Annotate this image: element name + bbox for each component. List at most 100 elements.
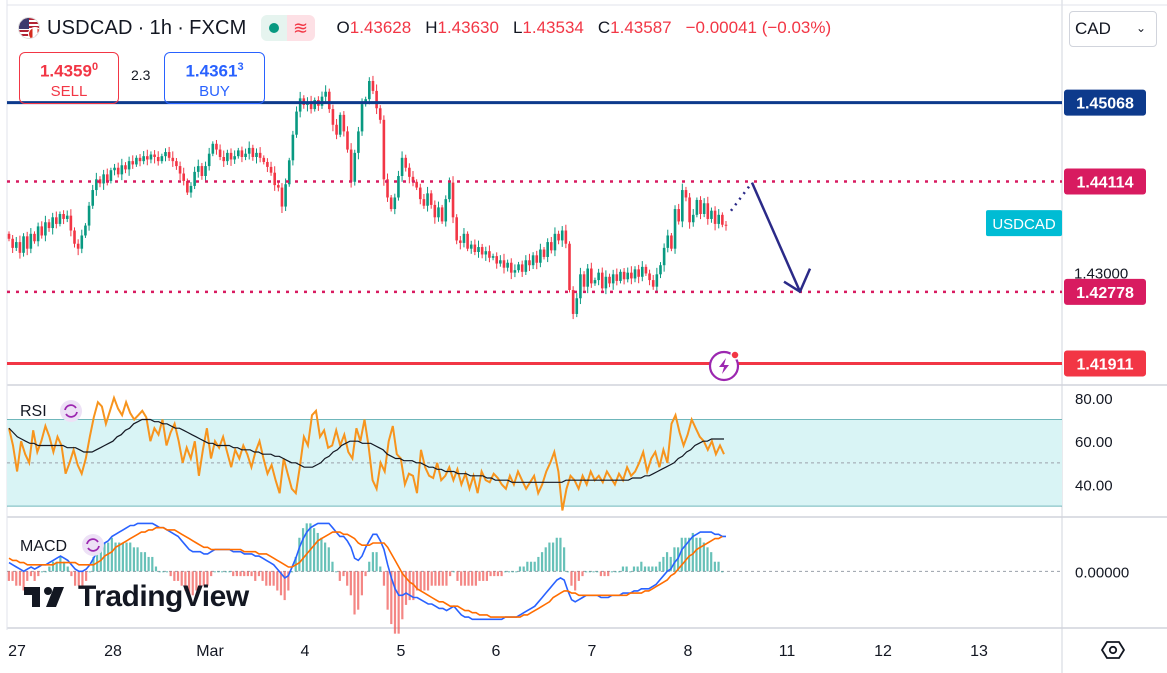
candle-body — [673, 209, 677, 249]
macd-histogram-bar — [125, 542, 128, 572]
candle-body — [324, 91, 327, 97]
candle-body — [695, 199, 699, 215]
wave-icon[interactable]: ≋ — [286, 15, 315, 41]
macd-histogram-bar — [581, 571, 584, 577]
macd-histogram-bar — [143, 552, 147, 572]
candle-body — [513, 270, 517, 273]
candle-body — [506, 262, 509, 268]
rsi-line — [8, 394, 725, 511]
macd-histogram-bar — [699, 537, 702, 572]
macd-histogram-bar — [206, 571, 209, 586]
usd-cad-flag-icon — [18, 17, 40, 39]
candle-body — [586, 268, 589, 287]
forecast-arrow-shaft[interactable] — [750, 182, 802, 293]
level-price-tag-text: 1.44114 — [1077, 174, 1134, 191]
candle-body — [422, 199, 426, 206]
macd-histogram-bar — [592, 571, 595, 573]
macd-histogram-bar — [515, 571, 518, 573]
candle-body — [713, 210, 717, 224]
macd-histogram-bar — [710, 552, 713, 572]
sync-icon[interactable] — [82, 534, 104, 556]
candle-body — [688, 197, 691, 223]
data-source[interactable]: FXCM — [189, 16, 247, 39]
macd-histogram-bar — [55, 561, 58, 572]
macd-histogram-bar — [338, 571, 341, 581]
macd-histogram-bar — [232, 571, 235, 577]
time-axis-tick: 11 — [779, 643, 796, 660]
candle-body — [375, 90, 378, 109]
candle-body — [640, 266, 644, 277]
macd-histogram-bar — [107, 542, 110, 572]
buy-button[interactable]: 1.43613 BUY — [164, 52, 265, 104]
time-axis-tick: 12 — [874, 643, 892, 660]
sell-button[interactable]: 1.43590 SELL — [19, 52, 119, 104]
tradingview-logo[interactable]: TradingView — [24, 580, 249, 614]
macd-histogram-bar — [184, 571, 187, 591]
macd-histogram-bar — [511, 571, 514, 573]
macd-histogram-bar — [390, 571, 393, 625]
macd-histogram-bar — [680, 537, 683, 572]
candle-body — [411, 176, 415, 182]
candle-body — [95, 179, 98, 191]
macd-histogram-bar — [618, 571, 621, 573]
macd-histogram-bar — [640, 561, 643, 572]
candle-body — [386, 179, 389, 198]
macd-histogram-bar — [283, 571, 286, 601]
macd-histogram-bar — [695, 537, 698, 572]
macd-histogram-bar — [669, 556, 672, 572]
forecast-arrow-head — [783, 268, 812, 293]
macd-histogram-bar — [37, 571, 40, 577]
candle-body — [255, 152, 258, 157]
macd-histogram-bar — [33, 571, 36, 581]
macd-histogram-bar — [596, 571, 599, 573]
candle-body — [357, 131, 360, 153]
candle-body — [138, 157, 142, 162]
macd-histogram-bar — [529, 561, 533, 572]
close-value: 1.43587 — [610, 18, 672, 37]
candle-body — [51, 217, 54, 229]
currency-select[interactable]: CAD ⌄ — [1069, 11, 1157, 47]
change-value: −0.00041 (−0.03%) — [685, 18, 832, 37]
candle-body — [287, 160, 291, 185]
buy-price-pip: 3 — [237, 61, 244, 73]
candle-body — [404, 157, 408, 168]
candle-body — [331, 109, 335, 125]
candle-body — [215, 143, 218, 150]
macd-histogram-bar — [118, 542, 121, 572]
candle-body — [146, 156, 149, 160]
symbol-name[interactable]: USDCAD — [47, 16, 133, 39]
macd-histogram-bar — [29, 571, 33, 577]
macd-histogram-bar — [360, 571, 363, 596]
candle-body — [229, 152, 233, 160]
macd-histogram-bar — [22, 571, 25, 591]
spread-value: 2.3 — [131, 67, 151, 83]
sync-icon[interactable] — [60, 400, 82, 422]
macd-histogram-bar — [496, 571, 500, 577]
open-value: 1.43628 — [349, 18, 412, 37]
candle-body — [91, 190, 95, 206]
macd-histogram-bar — [393, 571, 397, 634]
time-axis-tick: 6 — [492, 643, 501, 660]
market-open-dot-icon[interactable] — [260, 15, 287, 41]
macd-histogram-bar — [327, 547, 330, 572]
macd-histogram-bar — [441, 571, 444, 586]
interval[interactable]: 1h — [149, 16, 173, 39]
macd-histogram-bar — [585, 571, 588, 573]
macd-histogram-bar — [180, 571, 183, 586]
candle-body — [571, 290, 575, 314]
macd-histogram-bar — [397, 571, 400, 634]
time-axis-tick: 28 — [104, 643, 122, 660]
candle-body — [535, 255, 539, 263]
settings-icon[interactable] — [1101, 638, 1125, 662]
candle-body — [29, 233, 33, 249]
rsi-layer: RSI — [7, 394, 1062, 511]
candle-body — [236, 150, 240, 157]
macd-histogram-bar — [607, 571, 610, 577]
macd-histogram-bar — [349, 571, 352, 596]
sync-icon-arrows — [86, 538, 100, 552]
macd-histogram-bar — [673, 547, 676, 572]
candle-body — [477, 247, 480, 252]
candle-body — [400, 157, 404, 176]
macd-histogram-bar — [298, 537, 301, 572]
